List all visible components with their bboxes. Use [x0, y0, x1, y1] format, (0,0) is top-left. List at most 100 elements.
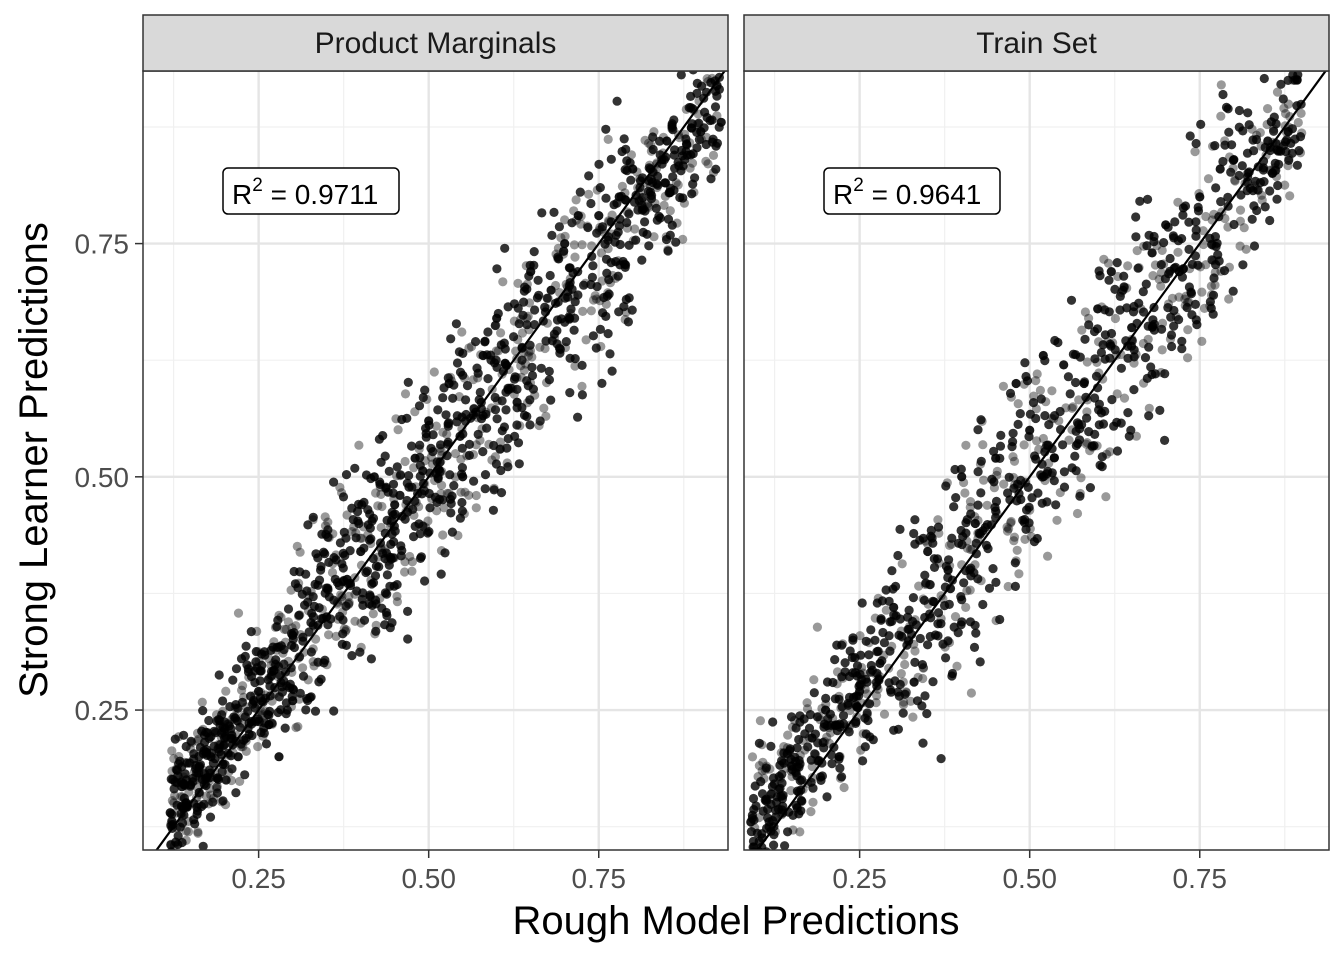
data-point [1059, 482, 1070, 492]
data-point [873, 646, 883, 656]
data-point [884, 631, 894, 641]
data-point [1218, 89, 1228, 100]
data-point [887, 566, 897, 576]
data-point [750, 781, 760, 791]
data-point [624, 240, 634, 250]
data-point [457, 497, 467, 508]
data-point [1262, 119, 1272, 130]
data-point [1058, 440, 1068, 450]
data-point [238, 742, 248, 752]
data-point [237, 685, 247, 695]
data-point [283, 617, 293, 627]
data-point [490, 320, 500, 331]
data-point [900, 659, 910, 670]
data-point [446, 508, 456, 518]
data-point [480, 470, 491, 480]
data-point [757, 766, 767, 776]
data-point [655, 213, 665, 223]
data-point [1170, 217, 1180, 227]
data-point [491, 459, 501, 469]
data-point [352, 586, 362, 596]
data-point [1061, 403, 1071, 413]
data-point [953, 538, 964, 548]
data-point [208, 797, 218, 807]
data-point [174, 732, 184, 742]
x-tick-label: 0.75 [572, 863, 627, 894]
data-point [526, 267, 536, 277]
data-point [1028, 398, 1039, 408]
data-point [617, 146, 627, 157]
data-point [1129, 345, 1139, 355]
data-point [1075, 424, 1085, 434]
data-point [682, 140, 692, 150]
data-point [1098, 419, 1109, 429]
data-point [933, 631, 943, 641]
data-point [836, 703, 846, 713]
data-point [626, 175, 636, 185]
data-point [1157, 324, 1167, 334]
data-point [687, 189, 697, 199]
data-point [1106, 267, 1116, 277]
data-point [689, 187, 699, 197]
data-point [1161, 220, 1171, 230]
data-point [437, 480, 447, 490]
data-point [623, 317, 634, 327]
data-point [961, 518, 971, 528]
data-point [1280, 180, 1290, 190]
data-point [231, 700, 241, 710]
data-point [822, 792, 832, 802]
data-point [495, 444, 505, 454]
data-point [1155, 405, 1165, 415]
data-point [662, 136, 672, 146]
data-point [569, 325, 579, 335]
data-point [542, 378, 552, 388]
data-point [706, 174, 716, 184]
data-point [447, 527, 457, 537]
data-point [1211, 183, 1221, 193]
data-point [881, 585, 891, 595]
data-point [779, 758, 789, 768]
data-point [928, 677, 938, 687]
data-point [473, 368, 483, 378]
data-point [705, 115, 715, 126]
data-point [904, 624, 914, 634]
data-point [685, 163, 695, 173]
data-point [754, 761, 765, 771]
data-point [1040, 411, 1050, 421]
data-point [1081, 439, 1091, 449]
data-point [586, 306, 596, 316]
data-point [975, 459, 986, 469]
data-point [868, 735, 878, 745]
data-point [909, 677, 919, 687]
data-point [308, 612, 319, 622]
data-point [708, 150, 719, 160]
data-point [1119, 283, 1129, 293]
data-point [1074, 395, 1084, 405]
data-point [1003, 581, 1013, 592]
data-point [198, 841, 208, 850]
data-point [433, 405, 443, 415]
data-point [481, 409, 491, 419]
data-point [933, 608, 944, 618]
data-point [1004, 524, 1014, 534]
data-point [218, 696, 228, 706]
data-point [241, 641, 251, 651]
data-point [410, 407, 420, 417]
data-point [308, 657, 318, 667]
data-point [591, 294, 602, 304]
data-point [1160, 274, 1170, 284]
data-point [1052, 515, 1062, 525]
data-point [1163, 303, 1173, 313]
data-point [373, 501, 383, 511]
data-point [293, 722, 303, 732]
data-point [536, 363, 546, 373]
data-point [850, 668, 861, 678]
data-point [573, 412, 583, 422]
data-point [1142, 241, 1152, 251]
data-point [1067, 463, 1077, 473]
data-point [960, 488, 970, 498]
data-point [462, 451, 472, 461]
data-point [1241, 244, 1251, 254]
data-point [368, 578, 379, 588]
data-point [611, 230, 621, 240]
